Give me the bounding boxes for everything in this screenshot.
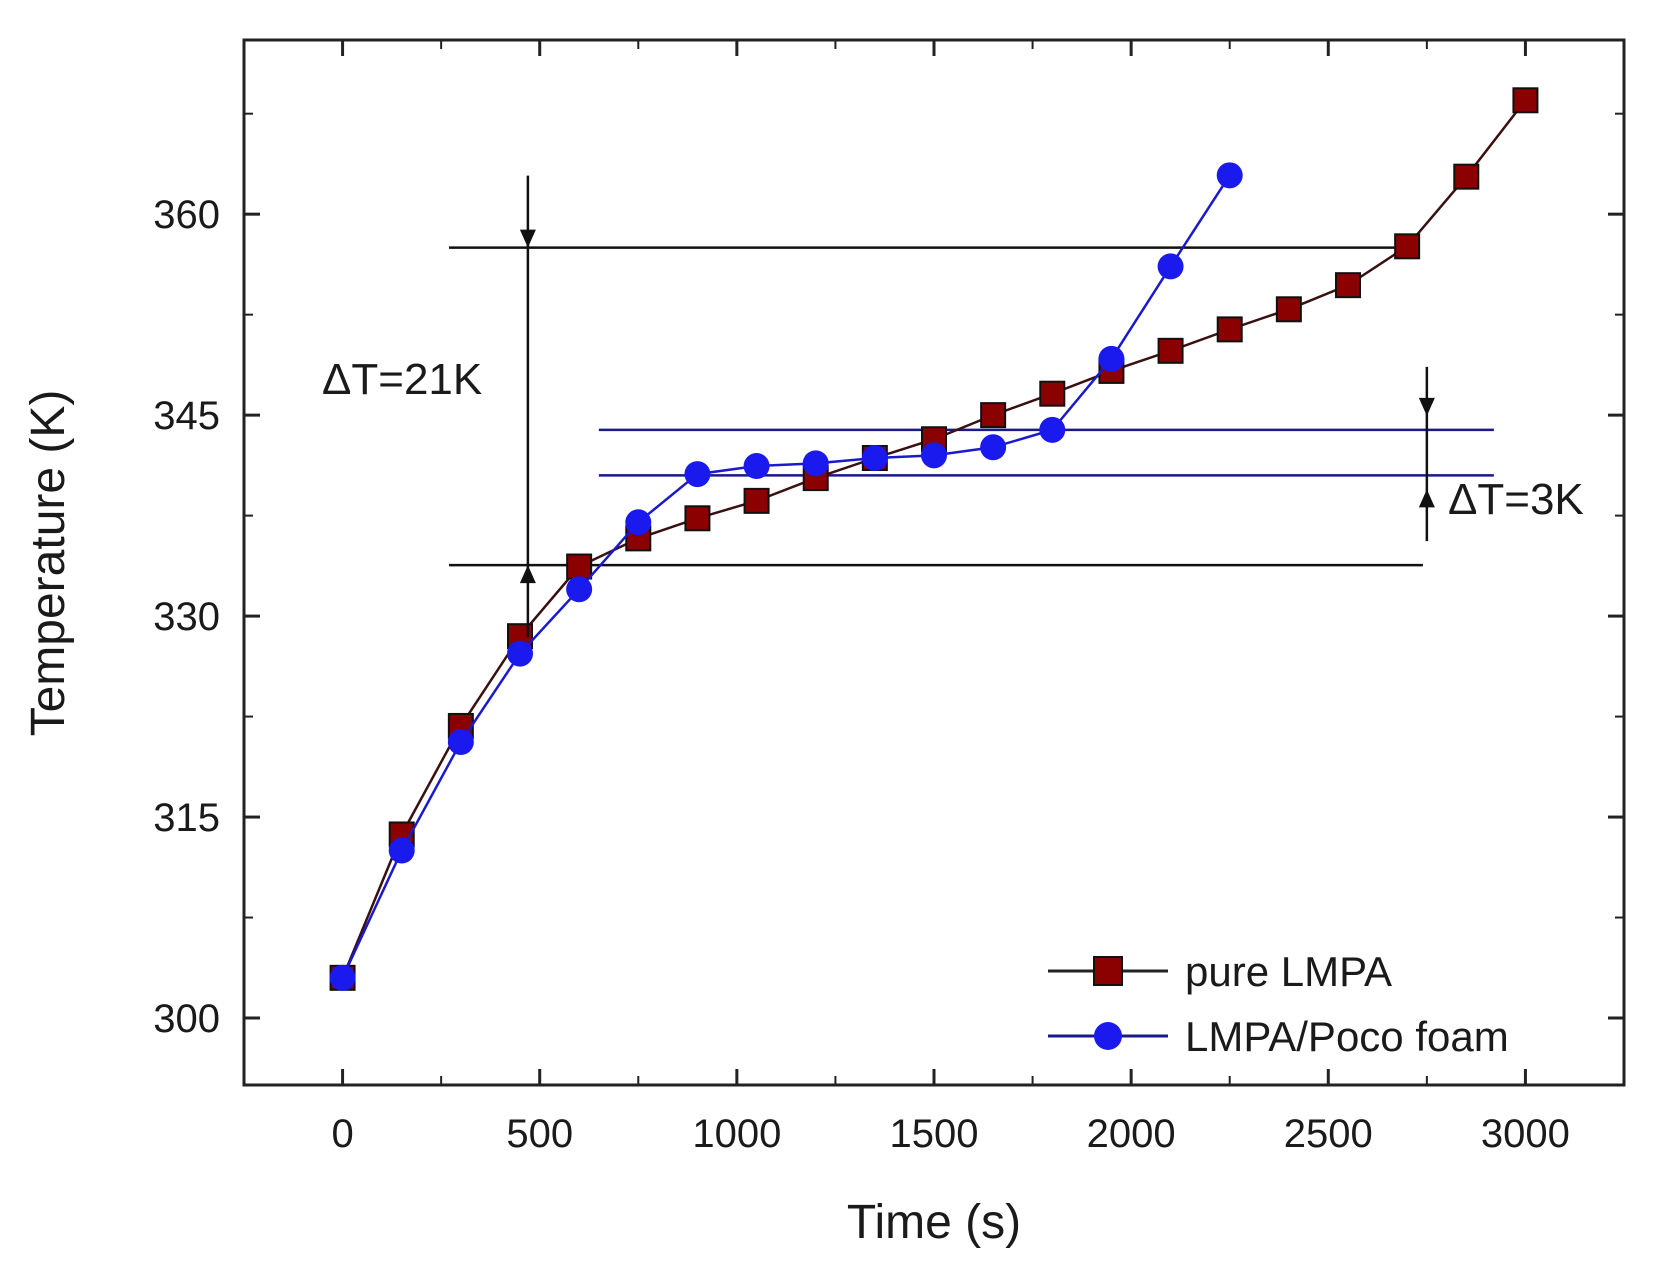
annotation-label-3k: ΔT=3K [1448,475,1584,524]
y-tick-label-360: 360 [153,193,220,237]
data-point-pure-lmpa [1157,337,1184,364]
legend-marker-lmpa-poco-foam [1094,1022,1122,1050]
data-point-lmpa-poco-foam [802,450,829,477]
x-tick-label-1500: 1500 [890,1112,979,1156]
data-point-lmpa-poco-foam [625,509,652,536]
x-tick-label-500: 500 [506,1112,573,1156]
data-point-pure-lmpa [743,487,770,514]
plot-frame [242,38,1626,1087]
data-point-lmpa-poco-foam [1039,416,1066,443]
y-tick-label-345: 345 [153,394,220,438]
x-tick-label-3000: 3000 [1481,1112,1570,1156]
x-axis-title: Time (s) [847,1196,1021,1249]
x-tick-label-2000: 2000 [1087,1112,1176,1156]
x-tick-label-2500: 2500 [1284,1112,1373,1156]
data-point-lmpa-poco-foam [980,434,1007,461]
y-axis-title: Temperature (K) [22,390,75,737]
data-point-pure-lmpa [1394,233,1421,260]
data-point-lmpa-poco-foam [861,445,888,471]
data-point-lmpa-poco-foam [447,729,474,756]
tick-group: 0 500 1000 1500 2000 2500 3000 300 315 330 345 360 [153,40,1625,1156]
data-point-pure-lmpa [1039,380,1066,407]
data-point-pure-lmpa [566,553,593,580]
data-point-lmpa-poco-foam [1098,345,1125,372]
data-point-pure-lmpa [1335,272,1361,299]
data-point-pure-lmpa [1512,87,1539,114]
legend: pure LMPA LMPA/Poco foam [1048,948,1509,1060]
series-line-1 [341,174,1231,979]
annotation-label-21k: ΔT=21K [322,355,482,404]
y-tick-label-330: 330 [153,595,220,639]
series-line-0 [341,99,1527,979]
data-point-lmpa-poco-foam [921,442,947,469]
data-point-lmpa-poco-foam [1216,162,1243,189]
y-tick-label-300: 300 [153,997,220,1041]
series-group [329,87,1539,991]
arrowhead-3k-top [1418,397,1435,416]
data-point-pure-lmpa [1275,296,1302,323]
y-tick-label-315: 315 [153,796,220,840]
legend-label-lmpa-poco-foam: LMPA/Poco foam [1185,1013,1509,1060]
data-point-lmpa-poco-foam [1157,253,1184,280]
arrowhead-3k-bottom [1418,489,1435,508]
data-point-lmpa-poco-foam [566,576,593,603]
data-point-pure-lmpa [1453,163,1480,190]
data-point-lmpa-poco-foam [743,453,770,480]
data-point-pure-lmpa [684,505,711,532]
x-tick-label-0: 0 [331,1112,353,1156]
data-point-pure-lmpa [1216,316,1243,343]
legend-marker-pure-lmpa [1093,956,1123,986]
data-point-lmpa-poco-foam [684,461,711,488]
annotation-group: ΔT=21K ΔT=3K [322,175,1584,638]
data-point-pure-lmpa [980,402,1007,429]
arrowhead-21k-bottom [519,565,536,584]
legend-label-pure-lmpa: pure LMPA [1185,948,1392,995]
data-point-lmpa-poco-foam [507,640,533,667]
data-point-lmpa-poco-foam [388,837,415,864]
x-tick-label-1000: 1000 [692,1112,781,1156]
arrowhead-21k-top [519,229,536,248]
data-point-lmpa-poco-foam [329,964,356,991]
